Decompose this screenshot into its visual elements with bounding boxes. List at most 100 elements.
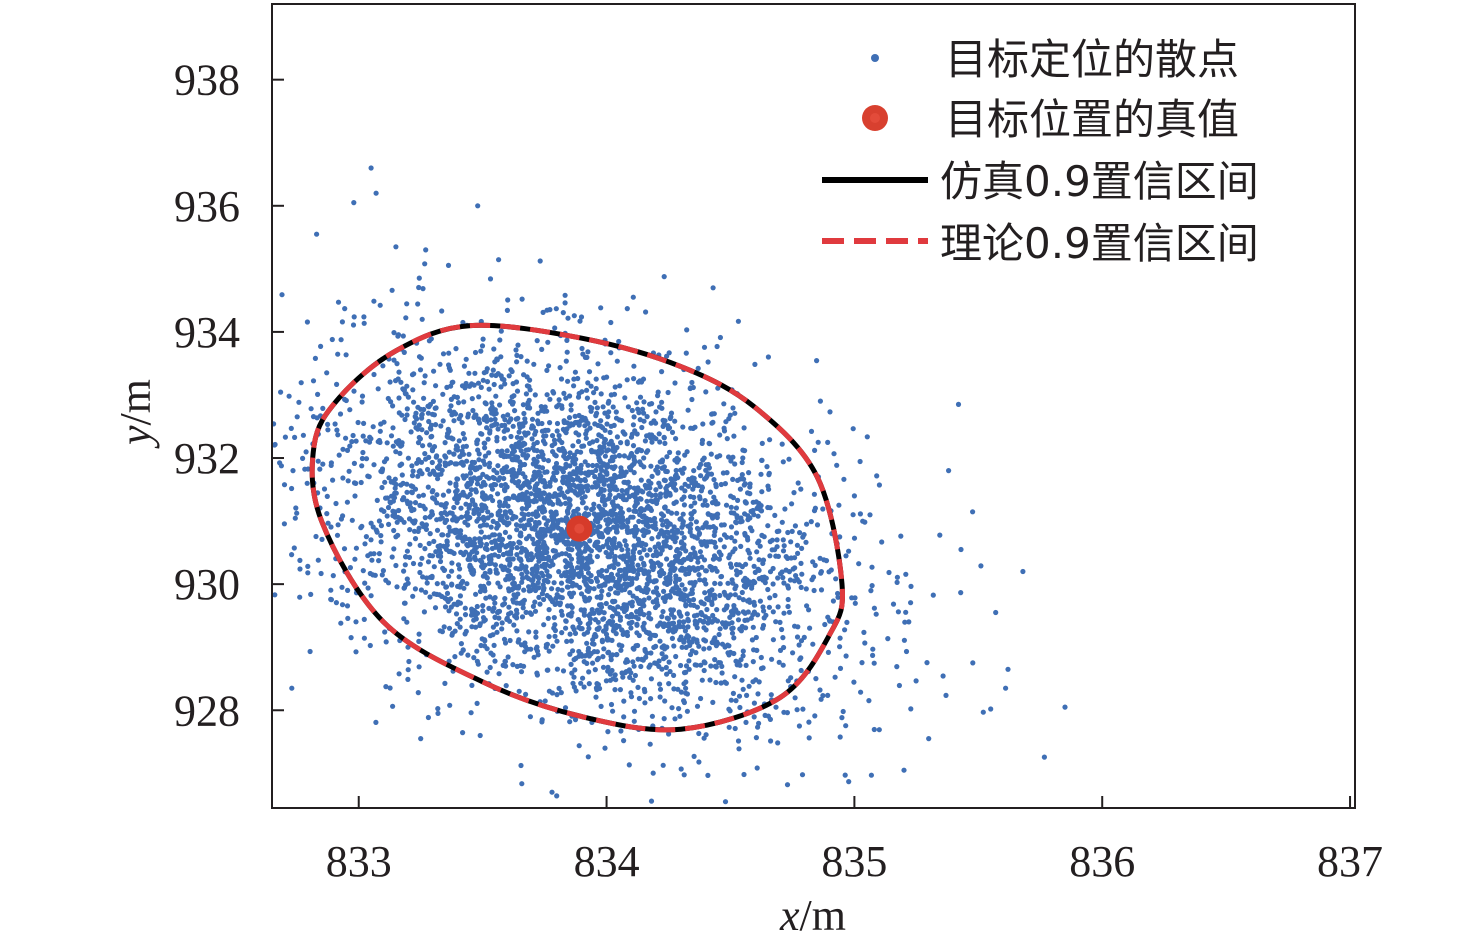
scatter-point [404, 548, 410, 554]
scatter-point [431, 444, 438, 450]
scatter-point [440, 580, 446, 586]
scatter-point [552, 627, 559, 634]
scatter-point [570, 590, 577, 596]
scatter-point [723, 419, 729, 425]
scatter-point [524, 478, 530, 484]
scatter-point [521, 372, 527, 378]
scatter-point [551, 554, 558, 560]
scatter-point [557, 365, 563, 371]
scatter-point [504, 567, 510, 573]
scatter-point [594, 687, 600, 693]
scatter-point [430, 488, 436, 494]
scatter-point [315, 557, 321, 563]
scatter-point [701, 344, 708, 350]
scatter-point [407, 541, 413, 547]
scatter-point [598, 583, 604, 589]
scatter-point [611, 391, 618, 397]
scatter-point [682, 566, 689, 573]
scatter-point [532, 523, 538, 529]
scatter-point [538, 478, 544, 484]
scatter-point [631, 646, 637, 652]
scatter-point [426, 338, 432, 344]
scatter-point [732, 538, 738, 544]
scatter-point [450, 436, 456, 442]
scatter-point [499, 620, 505, 626]
scatter-point [511, 580, 517, 586]
scatter-point [759, 457, 765, 463]
scatter-point [743, 578, 749, 584]
scatter-point [685, 616, 691, 622]
scatter-point [539, 717, 545, 723]
scatter-point [598, 433, 604, 439]
scatter-point [579, 500, 586, 506]
scatter-point [728, 458, 734, 464]
scatter-point [533, 483, 539, 489]
scatter-point [360, 433, 366, 439]
scatter-point [412, 500, 419, 506]
scatter-point [565, 489, 571, 495]
scatter-point [795, 550, 801, 557]
scatter-point [552, 465, 558, 471]
scatter-point [468, 487, 474, 493]
scatter-point [496, 671, 502, 677]
scatter-point [353, 438, 359, 444]
scatter-point [588, 408, 594, 414]
scatter-point [491, 605, 497, 611]
scatter-point [795, 480, 801, 486]
scatter-point [762, 580, 768, 586]
scatter-point [632, 533, 638, 539]
scatter-point [583, 418, 589, 424]
scatter-point [514, 663, 520, 670]
scatter-point [1005, 666, 1011, 672]
scatter-point [431, 538, 437, 545]
scatter-point [531, 476, 537, 482]
scatter-point [480, 471, 486, 477]
scatter-point [659, 614, 665, 620]
scatter-point [711, 494, 717, 500]
scatter-point [462, 612, 469, 618]
scatter-point [970, 660, 976, 666]
scatter-point [864, 434, 870, 440]
scatter-point [599, 486, 605, 493]
scatter-point [668, 410, 675, 416]
scatter-point [621, 738, 627, 744]
scatter-point [509, 368, 515, 375]
scatter-point [826, 617, 833, 624]
scatter-point [640, 406, 646, 412]
scatter-point [510, 556, 516, 562]
scatter-point [427, 442, 433, 448]
scatter-point [648, 676, 655, 682]
scatter-point [371, 298, 377, 304]
scatter-point [341, 546, 348, 552]
scatter-point [695, 555, 701, 561]
scatter-point [654, 500, 660, 506]
scatter-point [600, 404, 606, 410]
scatter-point [535, 418, 541, 424]
scatter-point [744, 692, 750, 699]
legend-truth-marker-core [870, 113, 880, 123]
scatter-point [564, 569, 570, 575]
scatter-point [645, 505, 652, 511]
scatter-point [752, 361, 758, 367]
scatter-point [657, 494, 663, 500]
scatter-point [391, 480, 397, 486]
scatter-point [433, 422, 439, 428]
scatter-point [746, 683, 752, 689]
scatter-point [570, 541, 577, 547]
scatter-point [333, 600, 339, 606]
scatter-point [607, 554, 613, 560]
scatter-point [545, 339, 551, 345]
scatter-point [598, 595, 604, 601]
scatter-point [638, 488, 644, 494]
scatter-point [575, 506, 581, 512]
scatter-point [402, 416, 408, 423]
scatter-point [390, 703, 396, 709]
scatter-point [532, 519, 539, 526]
scatter-point [739, 677, 745, 683]
x-tick-label: 834 [574, 837, 640, 886]
scatter-point [443, 454, 449, 460]
scatter-point [671, 500, 677, 506]
scatter-point [699, 677, 705, 683]
scatter-point [396, 369, 402, 375]
scatter-point [908, 706, 914, 712]
